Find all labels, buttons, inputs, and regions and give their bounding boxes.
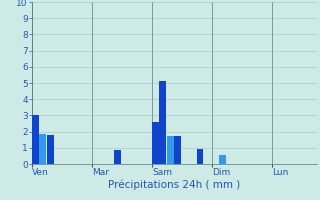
Bar [32,115,39,164]
Bar [159,81,166,164]
Bar [152,122,158,164]
Bar [167,136,173,164]
Bar [197,149,204,164]
X-axis label: Précipitations 24h ( mm ): Précipitations 24h ( mm ) [108,180,241,190]
Bar [174,136,181,164]
Bar [39,134,46,164]
Bar [47,135,53,164]
Bar [115,150,121,164]
Bar [220,155,226,164]
